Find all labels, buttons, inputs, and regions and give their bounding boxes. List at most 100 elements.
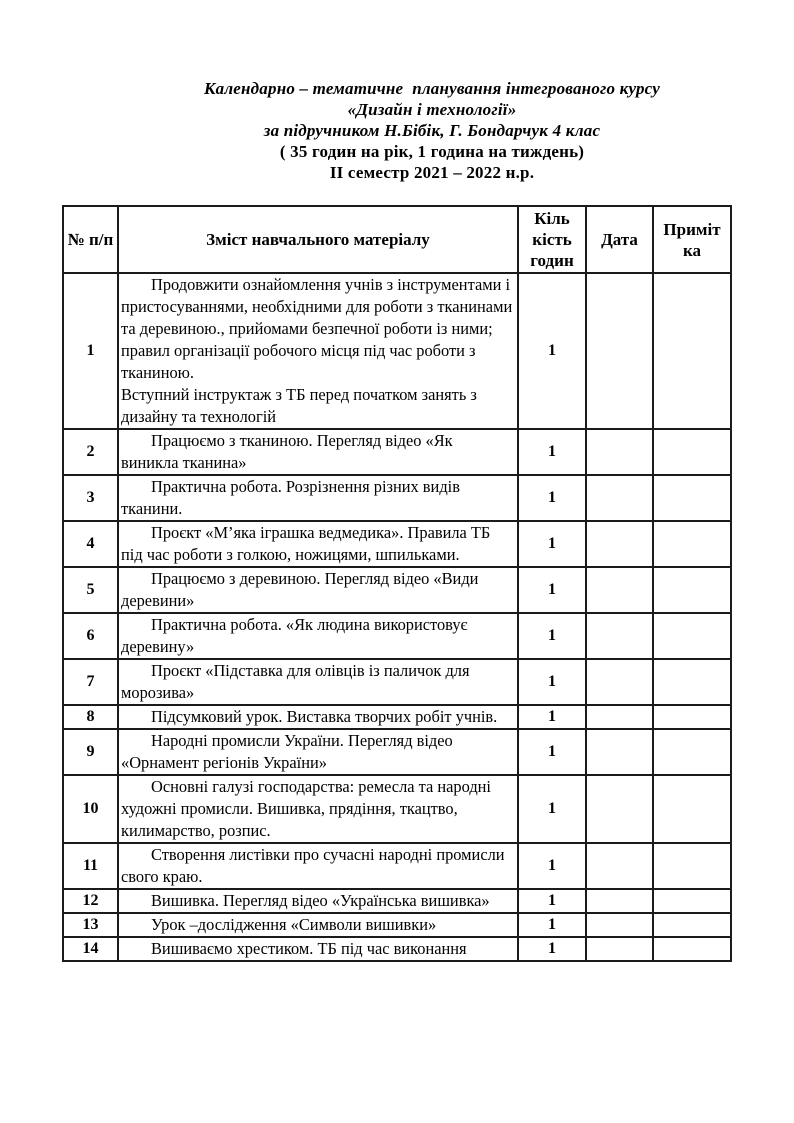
table-row: 11 Створення листівки про сучасні народн… — [62, 842, 732, 890]
lesson-number-cell: 1 — [62, 272, 119, 430]
lesson-date-cell — [585, 272, 654, 430]
lesson-hours-cell: 1 — [517, 428, 587, 476]
lesson-content-text: Народні промисли України. Перегляд відео… — [121, 731, 453, 772]
lesson-content-cell: Працюємо з тканиною. Перегляд відео «Як … — [117, 428, 519, 476]
lesson-note-cell — [652, 774, 732, 844]
lesson-note-cell — [652, 520, 732, 568]
lesson-content-cell: Працюємо з деревиною. Перегляд відео «Ви… — [117, 566, 519, 614]
lesson-number-cell: 6 — [62, 612, 119, 660]
lesson-number-cell: 4 — [62, 520, 119, 568]
lesson-number-cell: 5 — [62, 566, 119, 614]
lesson-note-cell — [652, 912, 732, 938]
lesson-note-cell — [652, 474, 732, 522]
lesson-number-cell: 10 — [62, 774, 119, 844]
lesson-number-cell: 7 — [62, 658, 119, 706]
lesson-content-text: Працюємо з деревиною. Перегляд відео «Ви… — [121, 569, 479, 610]
lesson-hours-cell: 1 — [517, 936, 587, 962]
lesson-hours-cell: 1 — [517, 272, 587, 430]
lesson-content-text: Практична робота. Розрізнення різних вид… — [121, 477, 460, 518]
table-row: 4 Проєкт «М’яка іграшка ведмедика». Прав… — [62, 520, 732, 568]
lesson-hours-cell: 1 — [517, 566, 587, 614]
lesson-content-text: Підсумковий урок. Виставка творчих робіт… — [151, 707, 498, 726]
lesson-note-cell — [652, 888, 732, 914]
lesson-content-text: Основні галузі господарства: ремесла та … — [121, 777, 491, 840]
lesson-hours-cell: 1 — [517, 842, 587, 890]
header-hours: Кіль кість годин — [517, 205, 587, 274]
lesson-number-cell: 8 — [62, 704, 119, 730]
table-header-row: № п/п Зміст навчального матеріалу Кіль к… — [62, 205, 732, 274]
lesson-date-cell — [585, 912, 654, 938]
lesson-number-cell: 3 — [62, 474, 119, 522]
lesson-note-cell — [652, 566, 732, 614]
lesson-note-cell — [652, 428, 732, 476]
lesson-hours-cell: 1 — [517, 912, 587, 938]
title-line-4: ( 35 годин на рік, 1 година на тиждень) — [279, 142, 585, 161]
lesson-note-cell — [652, 936, 732, 962]
title-line-1: Календарно – тематичне планування інтегр… — [203, 79, 661, 98]
lesson-hours-cell: 1 — [517, 888, 587, 914]
table-row: 2 Працюємо з тканиною. Перегляд відео «Я… — [62, 428, 732, 476]
lesson-date-cell — [585, 612, 654, 660]
lesson-number-cell: 9 — [62, 728, 119, 776]
header-note: Приміт ка — [652, 205, 732, 274]
lesson-number-cell: 11 — [62, 842, 119, 890]
lesson-content-text: Проєкт «Підставка для олівців із паличок… — [121, 661, 470, 702]
table-row: 3 Практична робота. Розрізнення різних в… — [62, 474, 732, 522]
lesson-content-text: Працюємо з тканиною. Перегляд відео «Як … — [121, 431, 453, 472]
lesson-date-cell — [585, 520, 654, 568]
lesson-date-cell — [585, 728, 654, 776]
lesson-content-cell: Основні галузі господарства: ремесла та … — [117, 774, 519, 844]
lesson-content-cell: Продовжити ознайомлення учнів з інструме… — [117, 272, 519, 430]
lesson-content-cell: Вишиваємо хрестиком. ТБ під час виконанн… — [117, 936, 519, 962]
header-content: Зміст навчального матеріалу — [117, 205, 519, 274]
lesson-content-cell: Проєкт «Підставка для олівців із паличок… — [117, 658, 519, 706]
lesson-content-text-2: Вступний інструктаж з ТБ перед початком … — [121, 385, 477, 426]
table-row: 6 Практична робота. «Як людина використо… — [62, 612, 732, 660]
lesson-content-cell: Вишивка. Перегляд відео «Українська виши… — [117, 888, 519, 914]
lesson-content-text: Урок –дослідження «Символи вишивки» — [151, 915, 437, 934]
lesson-content-cell: Створення листівки про сучасні народні п… — [117, 842, 519, 890]
title-line-2: «Дизайн і технології» — [347, 100, 517, 119]
lesson-number-cell: 12 — [62, 888, 119, 914]
lesson-content-text: Вишиваємо хрестиком. ТБ під час виконанн… — [151, 939, 467, 958]
table-row: 12 Вишивка. Перегляд відео «Українська в… — [62, 888, 732, 914]
lesson-content-text: Створення листівки про сучасні народні п… — [121, 845, 505, 886]
lesson-hours-cell: 1 — [517, 520, 587, 568]
title-line-5: ІІ семестр 2021 – 2022 н.р. — [329, 163, 535, 182]
lesson-number-cell: 13 — [62, 912, 119, 938]
table-row: 13 Урок –дослідження «Символи вишивки» 1 — [62, 912, 732, 938]
lesson-number-cell: 14 — [62, 936, 119, 962]
lesson-content-cell: Урок –дослідження «Символи вишивки» — [117, 912, 519, 938]
lesson-date-cell — [585, 658, 654, 706]
lesson-note-cell — [652, 612, 732, 660]
lesson-content-cell: Проєкт «М’яка іграшка ведмедика». Правил… — [117, 520, 519, 568]
lesson-note-cell — [652, 272, 732, 430]
header-number: № п/п — [62, 205, 119, 274]
title-line-3: за підручником Н.Бібік, Г. Бондарчук 4 к… — [263, 121, 601, 140]
table-row: 8 Підсумковий урок. Виставка творчих роб… — [62, 704, 732, 730]
lesson-content-cell: Підсумковий урок. Виставка творчих робіт… — [117, 704, 519, 730]
lesson-content-text: Продовжити ознайомлення учнів з інструме… — [121, 275, 513, 382]
lesson-number-cell: 2 — [62, 428, 119, 476]
lesson-content-text: Проєкт «М’яка іграшка ведмедика». Правил… — [121, 523, 491, 564]
lesson-date-cell — [585, 428, 654, 476]
lesson-content-cell: Практична робота. «Як людина використову… — [117, 612, 519, 660]
table-row: 7 Проєкт «Підставка для олівців із палич… — [62, 658, 732, 706]
lesson-date-cell — [585, 704, 654, 730]
lesson-date-cell — [585, 888, 654, 914]
lesson-hours-cell: 1 — [517, 704, 587, 730]
lesson-content-cell: Практична робота. Розрізнення різних вид… — [117, 474, 519, 522]
lesson-content-text: Практична робота. «Як людина використову… — [121, 615, 468, 656]
lesson-hours-cell: 1 — [517, 728, 587, 776]
lesson-hours-cell: 1 — [517, 612, 587, 660]
table-row: 10 Основні галузі господарства: ремесла … — [62, 774, 732, 844]
table-row: 5 Працюємо з деревиною. Перегляд відео «… — [62, 566, 732, 614]
lesson-date-cell — [585, 774, 654, 844]
lesson-content-cell: Народні промисли України. Перегляд відео… — [117, 728, 519, 776]
lesson-note-cell — [652, 728, 732, 776]
lesson-hours-cell: 1 — [517, 774, 587, 844]
document-title: Календарно – тематичне планування інтегр… — [70, 78, 794, 183]
table-row: 1 Продовжити ознайомлення учнів з інстру… — [62, 272, 732, 430]
table-row: 14 Вишиваємо хрестиком. ТБ під час викон… — [62, 936, 732, 962]
